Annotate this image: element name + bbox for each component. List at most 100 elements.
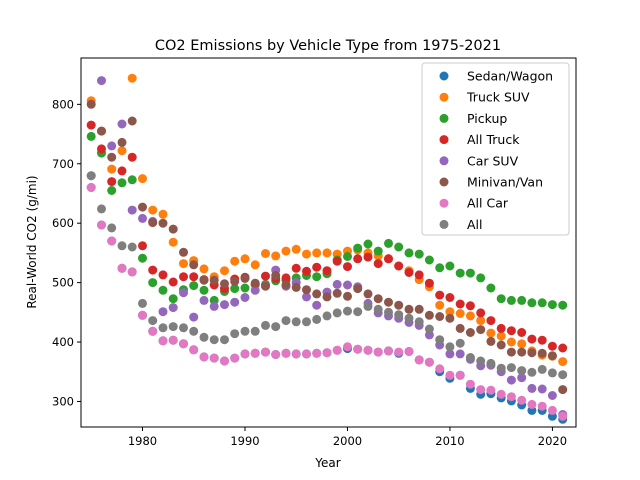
data-point — [107, 141, 117, 151]
data-point — [455, 370, 465, 380]
data-point — [506, 392, 516, 402]
data-point — [220, 266, 229, 276]
data-point — [322, 348, 332, 358]
data-point — [547, 300, 557, 310]
data-point — [312, 314, 322, 324]
legend-label: All Truck — [467, 132, 520, 147]
data-point — [86, 183, 96, 192]
data-point — [476, 356, 486, 366]
data-point — [353, 344, 363, 354]
data-point — [168, 294, 178, 304]
data-point — [189, 260, 199, 270]
data-point — [127, 152, 137, 162]
data-point — [486, 328, 496, 338]
data-point — [353, 307, 363, 317]
data-point — [465, 311, 475, 321]
data-point — [250, 285, 260, 295]
data-point — [455, 268, 465, 278]
data-point — [312, 272, 322, 282]
data-point — [506, 375, 516, 385]
data-point — [558, 370, 568, 380]
data-point — [373, 246, 383, 256]
data-point — [332, 288, 342, 298]
data-point — [107, 186, 117, 195]
data-point — [343, 342, 352, 352]
data-point — [424, 278, 434, 288]
data-point — [404, 313, 414, 323]
data-point — [302, 285, 311, 295]
data-point — [558, 385, 568, 395]
data-point — [547, 405, 557, 415]
data-point — [455, 309, 465, 318]
data-points — [86, 73, 568, 424]
data-point — [261, 281, 270, 291]
data-point — [127, 267, 137, 277]
data-point — [394, 242, 404, 252]
data-point — [148, 218, 158, 228]
data-point — [240, 293, 250, 302]
data-point — [189, 281, 199, 291]
data-point — [281, 280, 291, 290]
y-tick-label: 300 — [52, 394, 74, 408]
data-point — [261, 347, 270, 357]
data-point — [465, 379, 475, 389]
data-point — [199, 352, 209, 362]
data-point — [189, 326, 199, 336]
data-point — [322, 311, 332, 321]
data-point — [394, 310, 404, 320]
data-point — [138, 213, 147, 223]
data-point — [496, 389, 506, 399]
data-point — [312, 289, 322, 299]
data-point — [158, 285, 168, 295]
data-point — [291, 263, 301, 273]
data-point — [117, 146, 127, 156]
data-point — [291, 317, 301, 327]
data-point — [343, 291, 352, 301]
data-point — [496, 294, 506, 304]
data-point — [148, 326, 158, 336]
data-point — [332, 279, 342, 289]
data-point — [107, 164, 117, 174]
data-point — [332, 256, 342, 266]
data-point — [363, 345, 373, 355]
data-point — [158, 209, 168, 219]
data-point — [86, 171, 96, 181]
data-point — [414, 270, 424, 280]
data-point — [291, 282, 301, 292]
data-point — [435, 335, 445, 345]
data-point — [537, 384, 547, 394]
data-point — [179, 259, 188, 269]
data-point — [517, 339, 527, 349]
data-point — [230, 353, 240, 363]
data-point — [517, 328, 527, 337]
data-point — [158, 270, 168, 280]
y-tick-label: 600 — [52, 216, 74, 230]
legend-box — [421, 62, 570, 236]
data-point — [230, 256, 240, 266]
data-point — [424, 357, 434, 367]
data-point — [486, 336, 496, 346]
y-tick-label: 700 — [52, 157, 74, 171]
data-point — [220, 300, 229, 310]
data-point — [537, 364, 547, 374]
data-point — [281, 246, 291, 256]
legend-label: Sedan/Wagon — [467, 69, 553, 84]
data-point — [209, 335, 219, 345]
data-point — [199, 285, 209, 295]
data-point — [384, 238, 393, 248]
data-point — [465, 301, 475, 311]
data-point — [240, 273, 250, 283]
data-point — [435, 290, 445, 300]
data-point — [97, 144, 106, 154]
data-point — [455, 349, 465, 359]
data-point — [230, 329, 240, 339]
data-point — [363, 252, 373, 262]
x-tick-label: 2020 — [538, 434, 567, 448]
data-point — [302, 292, 311, 302]
data-point — [558, 411, 568, 421]
data-point — [558, 300, 568, 310]
data-point — [148, 265, 158, 275]
data-point — [271, 251, 281, 261]
data-point — [250, 326, 260, 336]
data-point — [209, 301, 219, 311]
